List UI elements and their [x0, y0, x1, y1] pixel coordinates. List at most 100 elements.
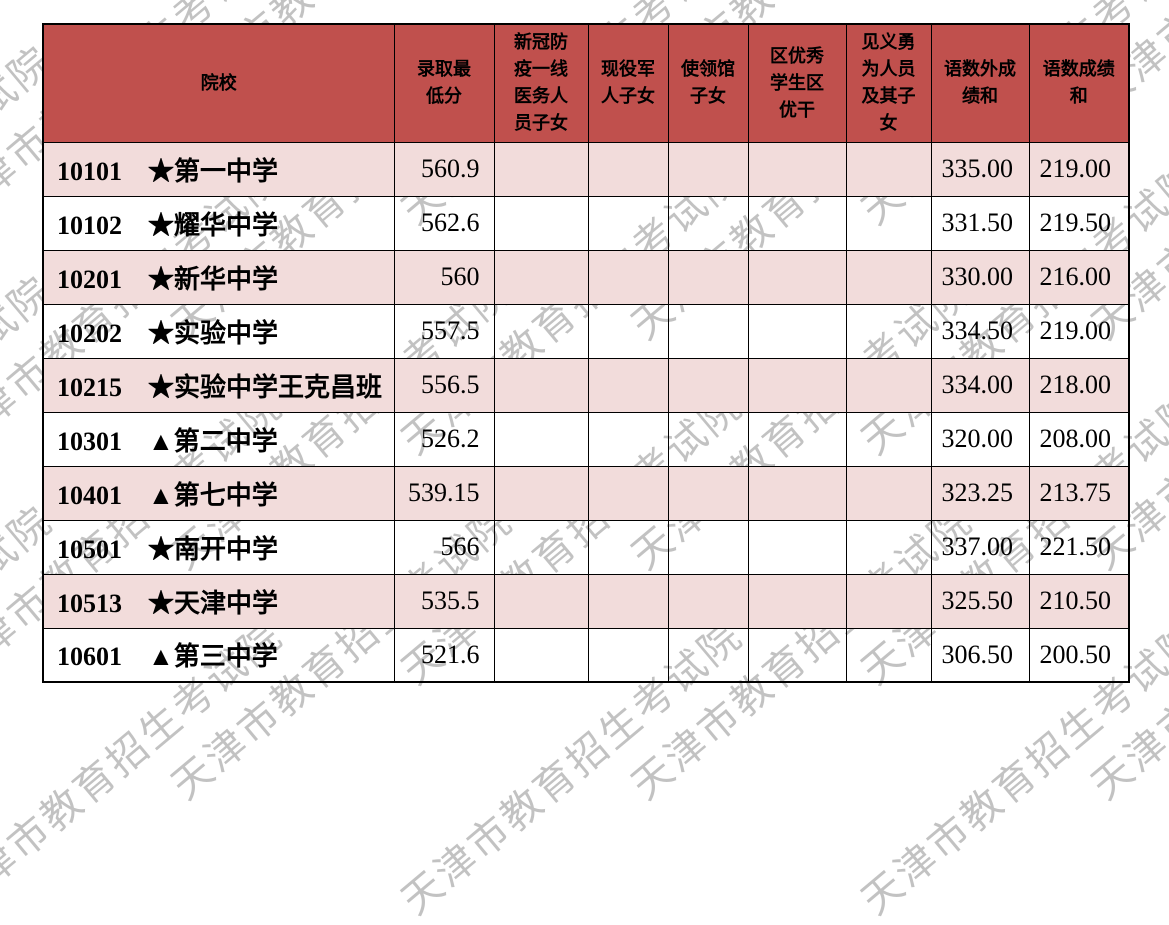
military-cell — [587, 303, 669, 359]
school-cell: 10215 ★实验中学王克昌班 — [42, 357, 395, 413]
embassy-cell — [667, 303, 749, 359]
sum-chn-math-cell: 200.50 — [1028, 627, 1130, 683]
col-header-sum-chn-math-eng: 语数外成 绩和 — [930, 23, 1030, 143]
sum-chn-math-eng-cell: 334.00 — [930, 357, 1030, 413]
school-cell: 10101 ★第一中学 — [42, 141, 395, 197]
embassy-cell — [667, 195, 749, 251]
table-row: 10501 ★南开中学 566 337.00 221.50 — [42, 519, 1130, 575]
covid-cell — [493, 627, 589, 683]
excellent-cell — [747, 519, 847, 575]
brave-cell — [845, 519, 932, 575]
col-header-brave-and-children: 见义勇 为人员 及其子 女 — [845, 23, 932, 143]
school-name: ★天津中学 — [148, 588, 279, 618]
col-header-district-excellent: 区优秀 学生区 优干 — [747, 23, 847, 143]
watermark-text: 天津市教育招生考试院 — [0, 0, 293, 5]
school-code: 10401 — [57, 480, 122, 510]
embassy-cell — [667, 573, 749, 629]
min-score-cell: 562.6 — [393, 195, 495, 251]
brave-cell — [845, 195, 932, 251]
covid-cell — [493, 465, 589, 521]
school-cell: 10501 ★南开中学 — [42, 519, 395, 575]
embassy-cell — [667, 465, 749, 521]
brave-cell — [845, 141, 932, 197]
col-header-school: 院校 — [42, 23, 395, 143]
col-header-military-children: 现役军 人子女 — [587, 23, 669, 143]
military-cell — [587, 411, 669, 467]
military-cell — [587, 141, 669, 197]
brave-cell — [845, 411, 932, 467]
embassy-cell — [667, 519, 749, 575]
watermark-text: 天津市教育招生考试院 — [847, 0, 1169, 5]
table-row: 10601 ▲第三中学 521.6 306.50 200.50 — [42, 627, 1130, 683]
sum-chn-math-cell: 221.50 — [1028, 519, 1130, 575]
school-code: 10501 — [57, 534, 122, 564]
min-score-cell: 557.5 — [393, 303, 495, 359]
min-score-cell: 556.5 — [393, 357, 495, 413]
sum-chn-math-eng-cell: 325.50 — [930, 573, 1030, 629]
excellent-cell — [747, 303, 847, 359]
school-code: 10513 — [57, 588, 122, 618]
header-row: 院校 录取最 低分 新冠防 疫一线 医务人 员子女 现役军 人子女 使领馆 子女… — [42, 23, 1130, 143]
brave-cell — [845, 573, 932, 629]
school-code: 10201 — [57, 264, 122, 294]
school-cell: 10513 ★天津中学 — [42, 573, 395, 629]
military-cell — [587, 249, 669, 305]
sum-chn-math-eng-cell: 334.50 — [930, 303, 1030, 359]
school-cell: 10202 ★实验中学 — [42, 303, 395, 359]
sum-chn-math-eng-cell: 323.25 — [930, 465, 1030, 521]
min-score-cell: 560.9 — [393, 141, 495, 197]
sum-chn-math-cell: 210.50 — [1028, 573, 1130, 629]
school-name: ▲第二中学 — [148, 426, 278, 456]
table-row: 10201 ★新华中学 560 330.00 216.00 — [42, 249, 1130, 305]
school-name: ★新华中学 — [148, 264, 279, 294]
covid-cell — [493, 411, 589, 467]
table-row: 10401 ▲第七中学 539.15 323.25 213.75 — [42, 465, 1130, 521]
covid-cell — [493, 249, 589, 305]
min-score-cell: 521.6 — [393, 627, 495, 683]
sum-chn-math-eng-cell: 330.00 — [930, 249, 1030, 305]
covid-cell — [493, 195, 589, 251]
col-header-embassy-children: 使领馆 子女 — [667, 23, 749, 143]
military-cell — [587, 627, 669, 683]
min-score-cell: 566 — [393, 519, 495, 575]
school-name: ★实验中学 — [148, 318, 279, 348]
embassy-cell — [667, 249, 749, 305]
brave-cell — [845, 303, 932, 359]
embassy-cell — [667, 141, 749, 197]
watermark-text: 天津市教育招生考试院 — [387, 0, 754, 5]
excellent-cell — [747, 627, 847, 683]
sum-chn-math-eng-cell: 331.50 — [930, 195, 1030, 251]
school-name: ★实验中学王克昌班 — [148, 372, 383, 402]
excellent-cell — [747, 195, 847, 251]
school-name: ★第一中学 — [148, 156, 279, 186]
col-header-min-score: 录取最 低分 — [393, 23, 495, 143]
military-cell — [587, 573, 669, 629]
excellent-cell — [747, 573, 847, 629]
brave-cell — [845, 465, 932, 521]
covid-cell — [493, 141, 589, 197]
table-row: 10301 ▲第二中学 526.2 320.00 208.00 — [42, 411, 1130, 467]
sum-chn-math-cell: 219.00 — [1028, 141, 1130, 197]
table-row: 10513 ★天津中学 535.5 325.50 210.50 — [42, 573, 1130, 629]
excellent-cell — [747, 357, 847, 413]
brave-cell — [845, 627, 932, 683]
min-score-cell: 535.5 — [393, 573, 495, 629]
school-cell: 10601 ▲第三中学 — [42, 627, 395, 683]
school-code: 10601 — [57, 642, 122, 672]
sum-chn-math-cell: 213.75 — [1028, 465, 1130, 521]
excellent-cell — [747, 411, 847, 467]
excellent-cell — [747, 465, 847, 521]
embassy-cell — [667, 627, 749, 683]
excellent-cell — [747, 141, 847, 197]
table-row: 10215 ★实验中学王克昌班 556.5 334.00 218.00 — [42, 357, 1130, 413]
brave-cell — [845, 357, 932, 413]
school-name: ★南开中学 — [148, 534, 279, 564]
embassy-cell — [667, 411, 749, 467]
embassy-cell — [667, 357, 749, 413]
school-cell: 10201 ★新华中学 — [42, 249, 395, 305]
covid-cell — [493, 519, 589, 575]
table-row: 10102 ★耀华中学 562.6 331.50 219.50 — [42, 195, 1130, 251]
sum-chn-math-cell: 219.50 — [1028, 195, 1130, 251]
military-cell — [587, 195, 669, 251]
military-cell — [587, 357, 669, 413]
